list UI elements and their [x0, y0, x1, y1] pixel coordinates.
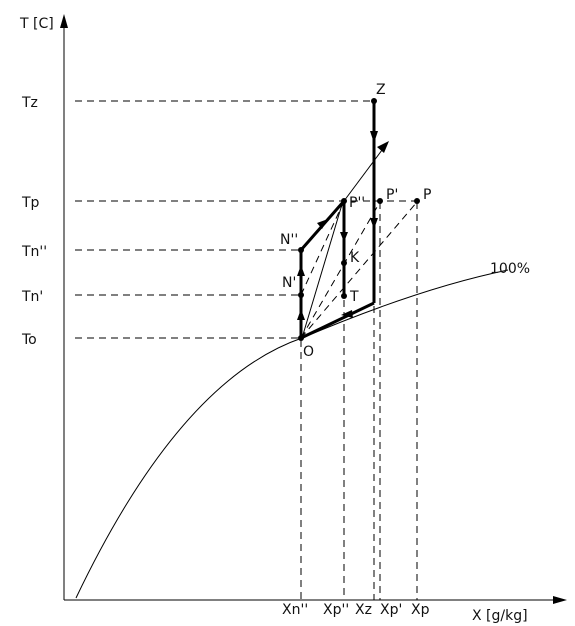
- state-points: [298, 98, 420, 341]
- point-t-dot: [341, 293, 347, 299]
- point-p-dot: [414, 198, 420, 204]
- y-axis-label: T [C]: [19, 16, 54, 32]
- point-n1-dot: [298, 292, 304, 298]
- vertical-guides: [300, 202, 418, 600]
- saturation-curve-100: [75, 269, 509, 599]
- y-tick-to: To: [21, 332, 37, 348]
- arrow-o-n1: [297, 309, 305, 320]
- label-n1: N': [282, 275, 296, 291]
- saturation-curve-extension: [301, 200, 344, 339]
- y-tick-tn2: Tn'': [21, 244, 47, 260]
- axes: [60, 14, 567, 604]
- label-k: K: [350, 250, 360, 266]
- y-tick-tn1: Tn': [21, 289, 43, 305]
- diag-o-k: [300, 201, 381, 339]
- diag-o-p: [300, 201, 418, 339]
- y-tick-tz: Tz: [21, 95, 38, 111]
- diagonal-guides: [300, 200, 418, 339]
- arrow-n1-n2: [297, 265, 305, 276]
- diag-n1-p2: [300, 200, 345, 296]
- x-axis-arrowhead: [553, 596, 567, 604]
- x-tick-xz: Xz: [355, 602, 372, 618]
- x-tick-xp1: Xp': [380, 602, 402, 618]
- arrow-z-down: [370, 131, 378, 143]
- point-z-dot: [371, 98, 377, 104]
- arrow-n2-p2: [317, 219, 328, 229]
- point-k-dot: [341, 260, 347, 266]
- curve-label-100: 100%: [490, 261, 530, 277]
- label-p1: P': [386, 187, 398, 203]
- horizontal-guides: [75, 100, 417, 339]
- arrow-t-o: [341, 310, 353, 318]
- x-axis-label: X [g/kg]: [472, 608, 528, 624]
- arrow-z-down-2: [370, 218, 378, 229]
- process-path: [297, 101, 378, 340]
- label-n2: N'': [280, 232, 298, 248]
- label-p: P: [423, 187, 431, 203]
- label-z: Z: [376, 82, 386, 98]
- segment-t-o: [300, 301, 375, 340]
- point-n2-dot: [298, 247, 304, 253]
- y-tick-tp: Tp: [21, 195, 40, 211]
- x-tick-xn2: Xn'': [282, 602, 308, 618]
- arrow-p2-k: [340, 232, 348, 242]
- label-o: O: [303, 344, 314, 360]
- point-p2-dot: [341, 198, 347, 204]
- point-o-dot: [298, 335, 304, 341]
- x-tick-xp2: Xp'': [323, 602, 349, 618]
- x-tick-xp: Xp: [411, 602, 430, 618]
- diag-to-top-arrow-line: [343, 145, 386, 202]
- y-axis-arrowhead: [60, 14, 68, 28]
- label-p2: P'': [349, 195, 365, 211]
- label-t: T: [349, 289, 359, 305]
- point-p1-dot: [377, 198, 383, 204]
- diag-top-arrowhead: [377, 141, 389, 153]
